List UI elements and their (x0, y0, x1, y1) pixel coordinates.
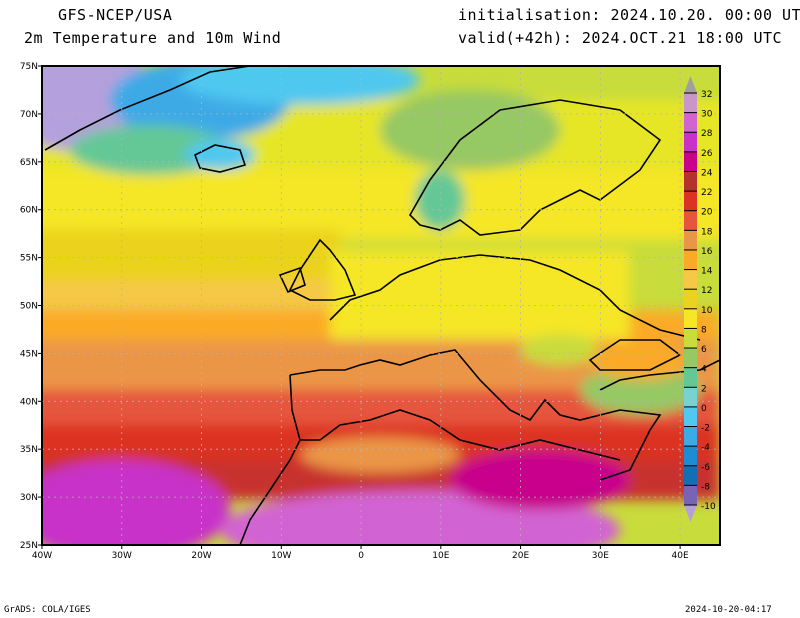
colorbar-label: 18 (701, 227, 713, 237)
colorbar-bin (684, 367, 697, 388)
longitude-label: 30W (112, 551, 132, 561)
colorbar-label: 8 (701, 325, 707, 335)
colorbar-label: 4 (701, 365, 707, 375)
colorbar-label: 10 (701, 306, 713, 316)
latitude-label: 45N (20, 349, 38, 359)
colorbar-label: 22 (701, 188, 712, 198)
latitude-label: 25N (20, 541, 38, 551)
colorbar-label: -8 (701, 482, 710, 492)
graticule (42, 66, 720, 545)
latitude-label: 40N (20, 397, 38, 407)
model-title: GFS-NCEP/USA (58, 6, 173, 24)
colorbar-bin (684, 465, 697, 486)
colorbar-bin (684, 328, 697, 349)
colorbar-bin (684, 210, 697, 231)
latitude-label: 55N (20, 254, 38, 264)
colorbar-label: 0 (701, 404, 707, 414)
timestamp-text: 2024-10-20-04:17 (685, 605, 772, 615)
longitude-label: 40E (672, 551, 689, 561)
colorbar-label: -4 (701, 443, 710, 453)
longitude-label: 30E (592, 551, 609, 561)
product-title: 2m Temperature and 10m Wind (24, 29, 282, 47)
colorbar-over-triangle (684, 76, 697, 93)
colorbar-bin (684, 387, 697, 407)
colorbar-bin (684, 93, 697, 113)
colorbar-bin (684, 171, 697, 192)
longitude-label: 10W (271, 551, 291, 561)
longitude-label: 40W (32, 551, 52, 561)
colorbar-bin (684, 112, 697, 133)
latitude-label: 70N (20, 110, 38, 120)
colorbar-label: 16 (701, 247, 713, 257)
longitude-label: 0 (358, 551, 364, 561)
longitude-label: 20E (512, 551, 529, 561)
valid-time: valid(+42h): 2024.OCT.21 18:00 UTC (458, 29, 783, 47)
colorbar-label: -2 (701, 424, 710, 434)
latitude-label: 35N (20, 445, 38, 455)
colorbar-bin (684, 269, 697, 290)
colorbar-under-triangle (684, 505, 697, 522)
colorbar-label: 32 (701, 90, 712, 100)
latitude-label: 75N (20, 62, 38, 72)
colorbar-label: 12 (701, 286, 712, 296)
colorbar-bin (684, 151, 697, 172)
colorbar-bin (684, 348, 697, 368)
colorbar-bin (684, 191, 697, 211)
latitude-labels: 75N 70N 65N 60N 55N 50N 45N 40N 35N 30N 25N (20, 62, 42, 551)
colorbar-bin (684, 406, 697, 427)
colorbar-label: 28 (701, 129, 713, 139)
colorbar-label: 14 (701, 267, 713, 277)
colorbar-bin (684, 446, 697, 466)
temperature-field (42, 66, 720, 545)
latitude-label: 65N (20, 158, 38, 168)
longitude-labels: 40W 30W 20W 10W 0 10E 20E 30E 40E (32, 545, 689, 561)
credit-text: GrADS: COLA/IGES (4, 605, 91, 615)
longitude-label: 10E (432, 551, 449, 561)
colorbar-bin (684, 308, 697, 329)
colorbar-label: 6 (701, 345, 707, 355)
colorbar-bin (684, 426, 697, 447)
colorbar-bin (684, 230, 697, 250)
coastlines (44, 66, 720, 545)
colorbar-label: 26 (701, 149, 713, 159)
colorbar-label: 20 (701, 208, 713, 218)
latitude-label: 30N (20, 493, 38, 503)
colorbar-bin (684, 485, 697, 505)
colorbar-label: 30 (701, 110, 713, 120)
colorbar-label: 2 (701, 384, 707, 394)
colorbar-bin (684, 132, 697, 152)
latitude-label: 60N (20, 206, 38, 216)
initialisation-time: initialisation: 2024.10.20. 00:00 UTC (458, 6, 800, 24)
colorbar-bin (684, 249, 697, 270)
colorbar-label: -10 (701, 502, 716, 512)
colorbar-label: 24 (701, 168, 713, 178)
latitude-label: 50N (20, 302, 38, 312)
longitude-label: 20W (191, 551, 211, 561)
colorbar-bin (684, 289, 697, 309)
colorbar-label: -6 (701, 463, 710, 473)
